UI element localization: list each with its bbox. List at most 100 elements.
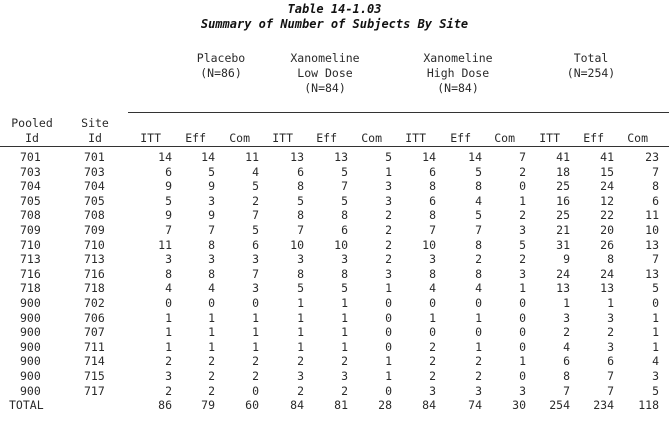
count-cell: 24 <box>600 266 614 281</box>
pooled-id-cell: 900 <box>20 368 41 383</box>
count-cell: 8 <box>607 252 614 267</box>
count-cell: 118 <box>638 398 659 413</box>
pooled-id-cell: 713 <box>20 252 41 267</box>
count-cell: 28 <box>378 398 392 413</box>
table-row: 713 713 3 3 3 3 3 2 3 2 2 9 8 7 <box>0 252 669 267</box>
site-id-cell: 707 <box>84 325 105 340</box>
subcol-header-eff: Eff <box>316 131 337 145</box>
count-cell: 5 <box>519 237 526 252</box>
site-id-cell: 715 <box>84 368 105 383</box>
pooled-id-cell: 900 <box>20 310 41 325</box>
count-cell: 5 <box>297 281 304 296</box>
count-cell: 86 <box>158 398 172 413</box>
count-cell: 5 <box>341 164 348 179</box>
count-cell: 2 <box>341 383 348 398</box>
pooled-id-cell: 900 <box>20 339 41 354</box>
count-cell: 4 <box>475 281 482 296</box>
data-table: 701 701 14 14 11 13 13 5 14 14 7 41 41 23 703 703 6 5 4 6 5 1… <box>0 150 669 413</box>
count-cell: 2 <box>519 164 526 179</box>
count-cell: 9 <box>165 208 172 223</box>
count-cell: 5 <box>252 179 259 194</box>
count-cell: 41 <box>600 150 614 164</box>
subcol-header-eff: Eff <box>450 131 471 145</box>
count-cell: 2 <box>252 354 259 369</box>
pooled-id-cell: 900 <box>20 383 41 398</box>
count-cell: 3 <box>429 383 436 398</box>
count-cell: 7 <box>252 208 259 223</box>
count-cell: 0 <box>519 295 526 310</box>
count-cell: 1 <box>652 339 659 354</box>
count-cell: 1 <box>297 295 304 310</box>
count-cell: 8 <box>475 266 482 281</box>
count-cell: 6 <box>341 222 348 237</box>
group-header-placebo: Placebo (N=86) <box>196 51 246 80</box>
count-cell: 0 <box>475 325 482 340</box>
subcol-header-com: Com <box>229 131 250 145</box>
count-cell: 1 <box>475 339 482 354</box>
count-cell: 4 <box>475 193 482 208</box>
table-row: TOTAL 86 79 60 84 81 28 84 74 30 254 234 118 <box>0 398 669 413</box>
count-cell: 5 <box>252 222 259 237</box>
count-cell: 8 <box>297 266 304 281</box>
site-id-cell: 713 <box>84 252 105 267</box>
count-cell: 1 <box>208 325 215 340</box>
count-cell: 13 <box>645 237 659 252</box>
count-cell: 7 <box>519 150 526 164</box>
count-cell: 3 <box>607 310 614 325</box>
count-cell: 1 <box>297 325 304 340</box>
count-cell: 9 <box>165 179 172 194</box>
count-cell: 14 <box>201 150 215 164</box>
count-cell: 0 <box>165 295 172 310</box>
count-cell: 3 <box>208 193 215 208</box>
count-cell: 0 <box>208 295 215 310</box>
count-cell: 3 <box>519 383 526 398</box>
group-header-total: Total (N=254) <box>566 51 616 80</box>
count-cell: 60 <box>245 398 259 413</box>
count-cell: 2 <box>165 354 172 369</box>
count-cell: 25 <box>556 179 570 194</box>
count-cell: 1 <box>385 354 392 369</box>
count-cell: 7 <box>607 368 614 383</box>
count-cell: 14 <box>468 150 482 164</box>
site-id-cell: 709 <box>84 222 105 237</box>
pooled-id-cell: 900 <box>20 325 41 340</box>
pooled-id-header: Pooled Id <box>11 116 53 145</box>
count-cell: 3 <box>385 266 392 281</box>
count-cell: 8 <box>429 208 436 223</box>
pooled-id-cell: TOTAL <box>9 398 44 413</box>
count-cell: 7 <box>341 179 348 194</box>
count-cell: 9 <box>208 208 215 223</box>
count-cell: 8 <box>208 237 215 252</box>
subcol-header-itt: ITT <box>272 131 293 145</box>
count-cell: 3 <box>341 252 348 267</box>
count-cell: 7 <box>607 383 614 398</box>
count-cell: 2 <box>208 354 215 369</box>
count-cell: 1 <box>297 339 304 354</box>
count-cell: 7 <box>563 383 570 398</box>
count-cell: 1 <box>208 310 215 325</box>
count-cell: 31 <box>556 237 570 252</box>
count-cell: 0 <box>519 368 526 383</box>
count-cell: 0 <box>385 295 392 310</box>
count-cell: 20 <box>600 222 614 237</box>
count-cell: 24 <box>556 266 570 281</box>
site-id-cell: 702 <box>84 295 105 310</box>
pooled-id-cell: 710 <box>20 237 41 252</box>
table-row: 900 717 2 2 0 2 2 0 3 3 3 7 7 5 <box>0 384 669 399</box>
count-cell: 3 <box>519 222 526 237</box>
count-cell: 3 <box>385 179 392 194</box>
site-id-cell: 704 <box>84 179 105 194</box>
count-cell: 8 <box>563 368 570 383</box>
count-cell: 0 <box>519 325 526 340</box>
count-cell: 3 <box>252 281 259 296</box>
count-cell: 8 <box>297 208 304 223</box>
count-cell: 11 <box>158 237 172 252</box>
count-cell: 3 <box>429 252 436 267</box>
count-cell: 3 <box>385 193 392 208</box>
count-cell: 0 <box>252 383 259 398</box>
table-row: 701 701 14 14 11 13 13 5 14 14 7 41 41 23 <box>0 150 669 165</box>
count-cell: 8 <box>208 266 215 281</box>
count-cell: 79 <box>201 398 215 413</box>
pooled-id-cell: 708 <box>20 208 41 223</box>
count-cell: 8 <box>475 179 482 194</box>
